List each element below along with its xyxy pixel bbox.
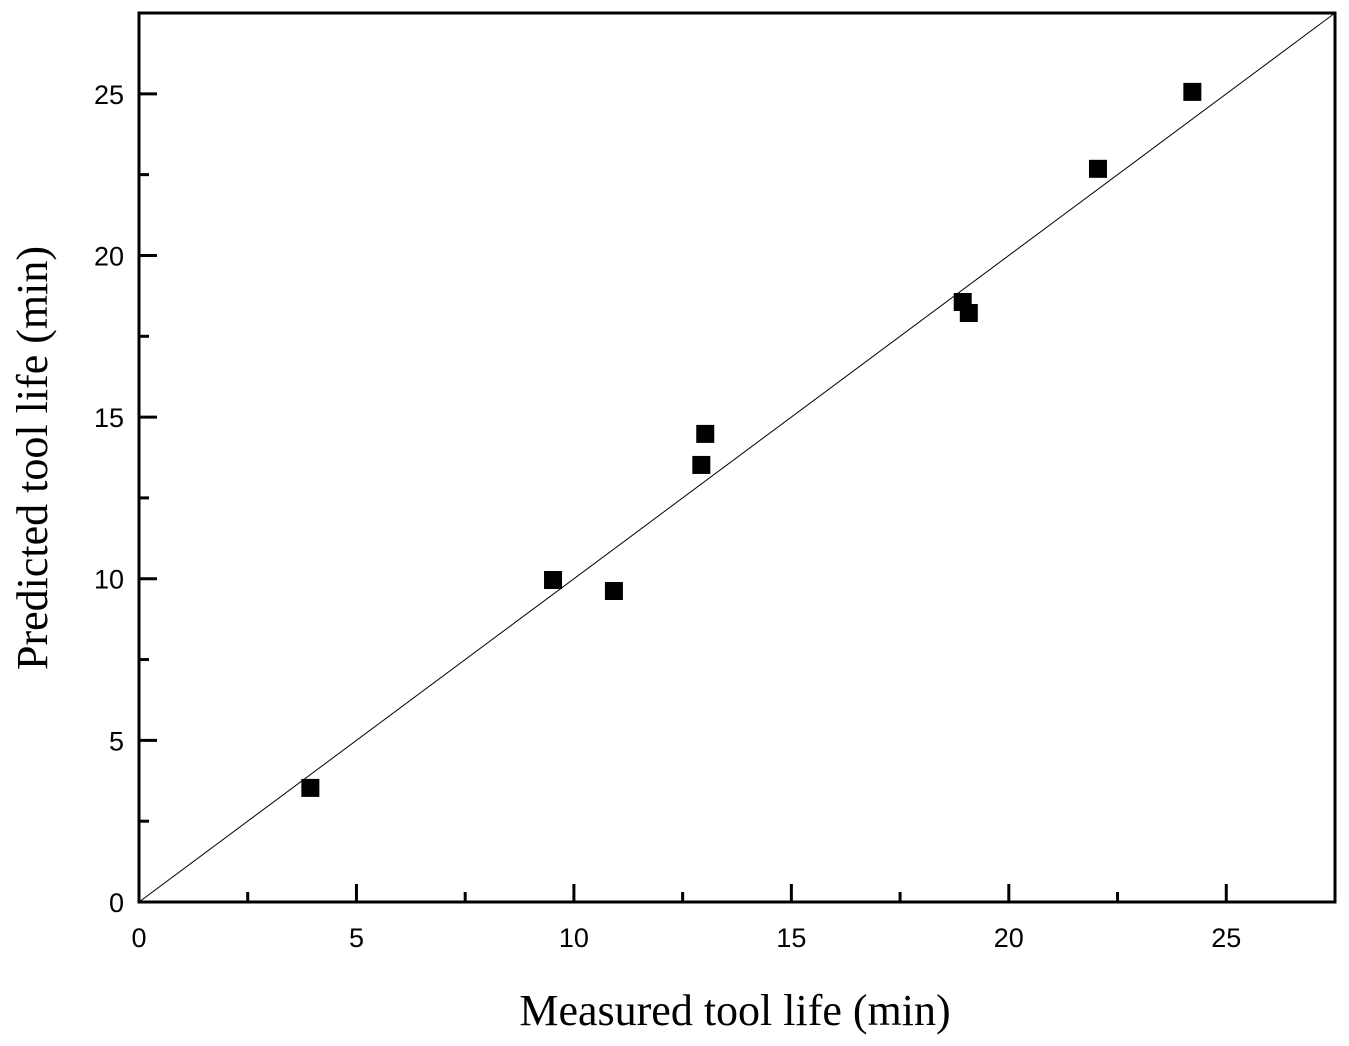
y-tick-label: 25: [94, 80, 124, 110]
data-point-1: [544, 571, 563, 590]
x-tick-label: 25: [1211, 923, 1241, 953]
x-tick-label: 0: [131, 923, 146, 953]
data-point-8: [1183, 82, 1202, 101]
data-point-7: [1088, 159, 1107, 178]
y-tick-label: 5: [109, 726, 124, 756]
y-tick-label: 0: [109, 888, 124, 918]
y-tick-label: 10: [94, 565, 124, 595]
y-tick-label: 15: [94, 403, 124, 433]
y-axis-title: Predicted tool life (min): [8, 246, 57, 670]
data-point-4: [696, 424, 715, 443]
x-tick-label: 10: [559, 923, 589, 953]
plot-frame: [137, 11, 1337, 904]
data-point-2: [604, 582, 623, 601]
reference-line: [138, 12, 1336, 903]
y-tick-label: 20: [94, 241, 124, 271]
x-axis-title: Measured tool life (min): [519, 986, 950, 1035]
x-tick-label: 5: [349, 923, 364, 953]
data-point-6: [959, 303, 978, 322]
data-point-3: [692, 455, 711, 474]
x-tick-label: 15: [776, 923, 806, 953]
x-tick-label: 20: [994, 923, 1024, 953]
data-point-0: [301, 778, 320, 797]
